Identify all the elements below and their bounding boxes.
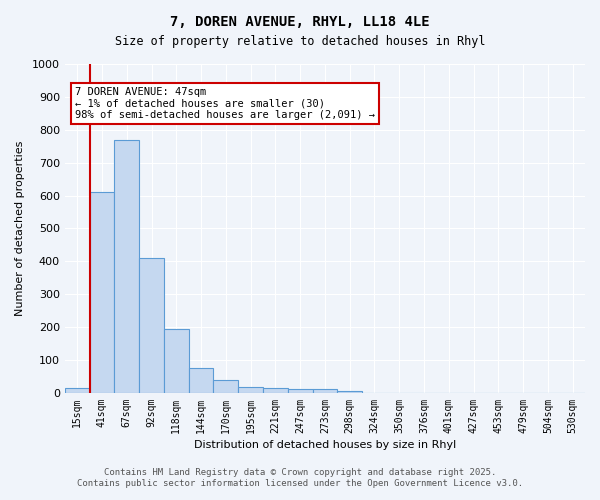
Bar bbox=[238, 387, 263, 393]
Bar bbox=[263, 388, 288, 393]
Text: Size of property relative to detached houses in Rhyl: Size of property relative to detached ho… bbox=[115, 35, 485, 48]
Bar bbox=[288, 388, 313, 393]
Y-axis label: Number of detached properties: Number of detached properties bbox=[15, 141, 25, 316]
Text: Contains HM Land Registry data © Crown copyright and database right 2025.
Contai: Contains HM Land Registry data © Crown c… bbox=[77, 468, 523, 487]
Bar bbox=[214, 380, 238, 393]
Text: 7, DOREN AVENUE, RHYL, LL18 4LE: 7, DOREN AVENUE, RHYL, LL18 4LE bbox=[170, 15, 430, 29]
Bar bbox=[188, 368, 214, 393]
Text: 7 DOREN AVENUE: 47sqm
← 1% of detached houses are smaller (30)
98% of semi-detac: 7 DOREN AVENUE: 47sqm ← 1% of detached h… bbox=[75, 87, 375, 120]
X-axis label: Distribution of detached houses by size in Rhyl: Distribution of detached houses by size … bbox=[194, 440, 456, 450]
Bar bbox=[337, 390, 362, 393]
Bar bbox=[313, 389, 337, 393]
Bar bbox=[164, 330, 188, 393]
Bar bbox=[65, 388, 89, 393]
Bar bbox=[115, 140, 139, 393]
Bar bbox=[89, 192, 115, 393]
Bar bbox=[139, 258, 164, 393]
